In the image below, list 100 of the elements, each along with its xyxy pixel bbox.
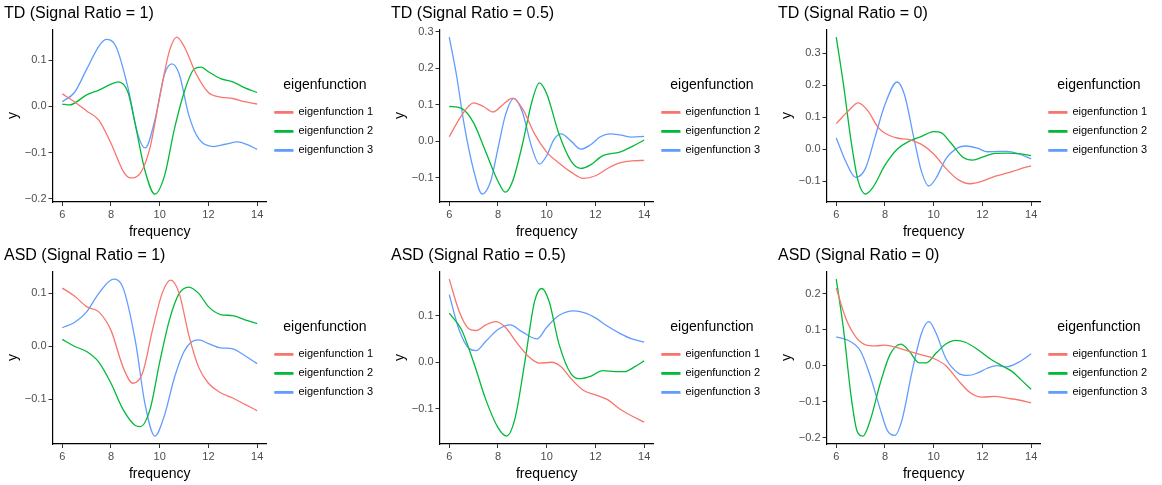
y-tick-label: −0.1 [411, 402, 434, 414]
x-tick-label: 10 [540, 207, 553, 220]
legend-label: eigenfunction 3 [685, 143, 761, 156]
y-tick-label: 0.3 [418, 24, 434, 37]
legend-title: eigenfunction [670, 317, 754, 334]
x-tick-label: 14 [1025, 207, 1038, 220]
x-tick-label: 10 [927, 207, 940, 220]
x-tick-label: 8 [881, 207, 889, 220]
x-tick-label: 8 [494, 207, 502, 220]
line-series [448, 36, 645, 195]
chart-title: TD (Signal Ratio = 1) [4, 4, 154, 22]
x-tick-label: 10 [153, 449, 166, 462]
y-tick-label: −0.1 [798, 394, 821, 407]
x-tick-label: 10 [153, 207, 166, 220]
legend-label: eigenfunction 2 [298, 366, 374, 379]
y-tick-label: −0.1 [798, 174, 821, 187]
x-tick-label: 6 [446, 207, 453, 220]
x-tick-label: 8 [494, 449, 502, 462]
line-series [835, 81, 1032, 187]
legend-label: eigenfunction 1 [298, 105, 374, 118]
line-series [835, 102, 1032, 185]
x-tick-label: 10 [927, 449, 940, 462]
legend-label: eigenfunction 2 [1072, 366, 1148, 379]
y-tick-label: 0.1 [418, 97, 434, 110]
y-tick-label: −0.1 [24, 145, 47, 158]
legend-label: eigenfunction 2 [1072, 124, 1148, 137]
x-tick-label: 14 [638, 207, 651, 220]
legend-title: eigenfunction [670, 75, 754, 92]
y-axis-title: y [778, 112, 795, 120]
line-series [835, 36, 1032, 195]
x-tick-label: 14 [251, 207, 264, 220]
x-axis-title: frequency [128, 465, 191, 482]
x-tick-label: 12 [976, 449, 989, 462]
legend-label: eigenfunction 3 [1072, 143, 1148, 156]
x-tick-label: 8 [107, 449, 115, 462]
x-tick-label: 6 [833, 207, 840, 220]
y-tick-label: 0.2 [418, 61, 434, 74]
line-series [448, 82, 645, 193]
y-tick-label: 0.0 [418, 355, 434, 368]
y-tick-label: 0.0 [805, 358, 821, 371]
x-axis-title: frequency [902, 465, 965, 482]
x-axis-title: frequency [515, 223, 578, 240]
legend-label: eigenfunction 1 [685, 347, 761, 360]
line-series [448, 293, 645, 352]
legend-title: eigenfunction [1057, 75, 1141, 92]
legend-title: eigenfunction [1057, 317, 1141, 334]
legend-label: eigenfunction 3 [1072, 385, 1148, 398]
chart-title: ASD (Signal Ratio = 1) [4, 246, 166, 264]
y-tick-label: 0.1 [418, 308, 434, 321]
chart-title: ASD (Signal Ratio = 0) [778, 246, 940, 264]
x-tick-label: 14 [251, 449, 264, 462]
legend-label: eigenfunction 3 [298, 143, 374, 156]
legend-label: eigenfunction 1 [1072, 347, 1148, 360]
legend-title: eigenfunction [283, 75, 367, 92]
y-tick-label: −0.1 [24, 392, 47, 405]
legend-label: eigenfunction 3 [298, 385, 374, 398]
y-tick-label: 0.1 [31, 53, 47, 66]
x-tick-label: 14 [1025, 449, 1038, 462]
y-tick-label: 0.1 [805, 110, 821, 123]
x-axis-title: frequency [515, 465, 578, 482]
y-tick-label: 0.0 [805, 142, 821, 155]
x-tick-label: 10 [540, 449, 553, 462]
line-series [835, 287, 1032, 404]
x-tick-label: 12 [202, 207, 215, 220]
y-tick-label: 0.2 [805, 78, 821, 91]
line-series [61, 66, 258, 195]
x-tick-label: 6 [59, 207, 66, 220]
line-series [61, 38, 258, 150]
chart-title: ASD (Signal Ratio = 0.5) [391, 246, 566, 264]
y-axis-title: y [4, 354, 21, 362]
y-tick-label: 0.2 [805, 286, 821, 299]
y-tick-label: 0.1 [805, 322, 821, 335]
legend-label: eigenfunction 1 [1072, 105, 1148, 118]
x-tick-label: 12 [976, 207, 989, 220]
y-tick-label: −0.2 [24, 191, 47, 204]
y-tick-label: 0.0 [31, 99, 47, 112]
line-series [61, 279, 258, 412]
x-tick-label: 14 [638, 449, 651, 462]
legend-label: eigenfunction 2 [685, 366, 761, 379]
chart-title: TD (Signal Ratio = 0.5) [391, 4, 555, 22]
x-tick-label: 8 [881, 449, 889, 462]
x-tick-label: 12 [589, 449, 602, 462]
legend-label: eigenfunction 2 [685, 124, 761, 137]
x-tick-label: 8 [107, 207, 115, 220]
legend-label: eigenfunction 2 [298, 124, 374, 137]
line-series [448, 97, 645, 179]
y-axis-title: y [391, 354, 408, 362]
legend-title: eigenfunction [283, 317, 367, 334]
y-tick-label: −0.2 [798, 430, 821, 443]
chart-title: TD (Signal Ratio = 0) [778, 4, 928, 22]
x-tick-label: 6 [833, 449, 840, 462]
x-axis-title: frequency [128, 223, 191, 240]
legend-label: eigenfunction 3 [685, 385, 761, 398]
x-tick-label: 6 [446, 449, 453, 462]
x-tick-label: 12 [202, 449, 215, 462]
y-tick-label: 0.1 [31, 286, 47, 299]
y-tick-label: 0.3 [805, 46, 821, 59]
legend-label: eigenfunction 1 [685, 105, 761, 118]
y-axis-title: y [4, 112, 21, 120]
legend-label: eigenfunction 1 [298, 347, 374, 360]
